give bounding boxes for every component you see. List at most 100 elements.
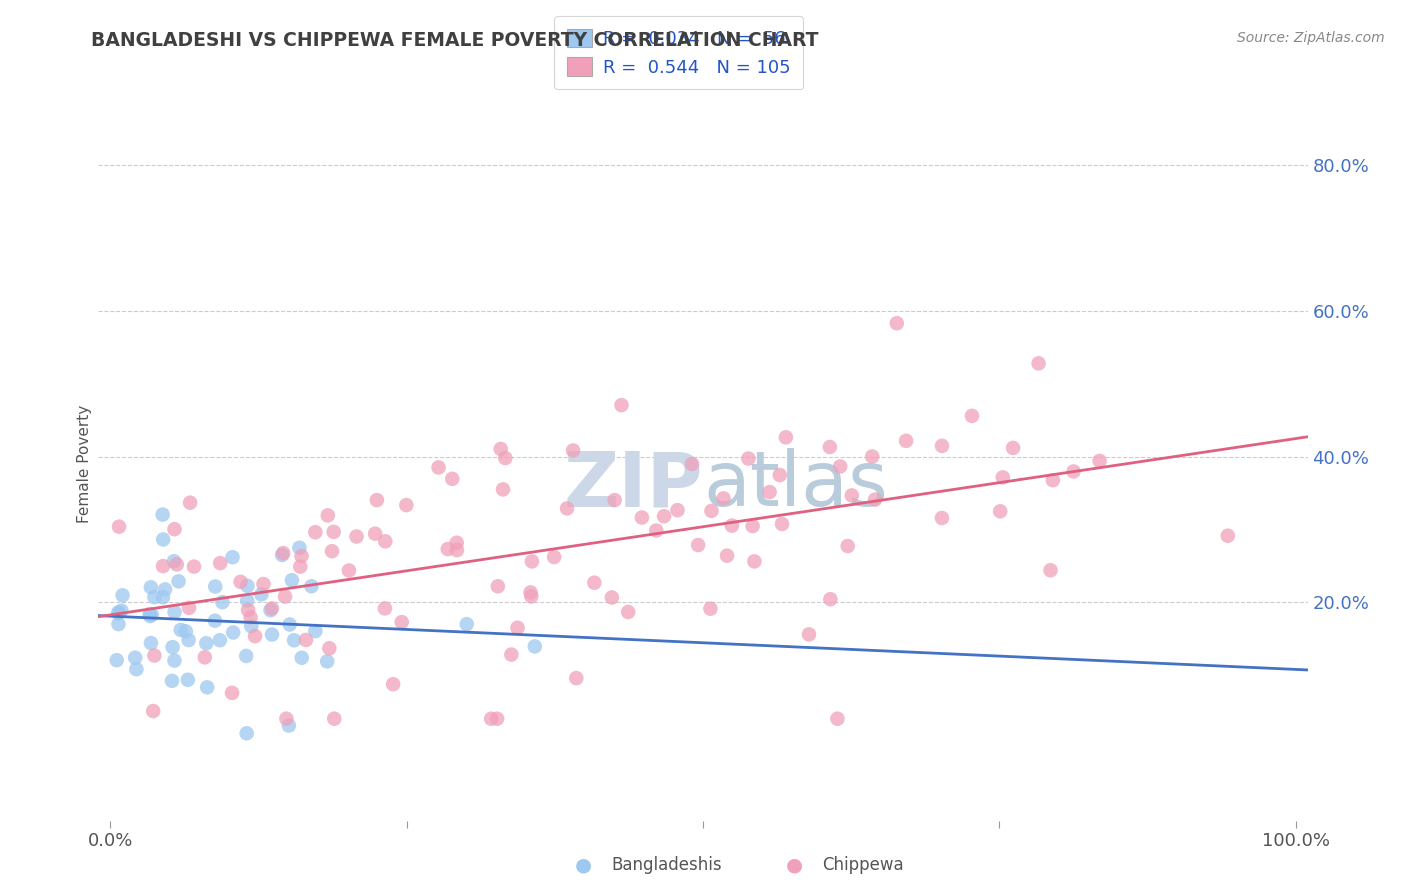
Point	[243, 629, 266, 643]
Point	[382, 677, 405, 691]
Text: Chippewa: Chippewa	[823, 856, 904, 874]
Point	[152, 508, 174, 522]
Point	[603, 493, 626, 508]
Point	[395, 498, 418, 512]
Point	[775, 430, 797, 444]
Point	[479, 712, 502, 726]
Point	[818, 440, 841, 454]
Point	[456, 617, 478, 632]
Point	[562, 443, 585, 458]
Point	[139, 636, 162, 650]
Point	[716, 549, 738, 563]
Point	[271, 548, 294, 562]
Point	[252, 577, 274, 591]
Point	[235, 648, 257, 663]
Point	[208, 633, 231, 648]
Point	[259, 603, 281, 617]
Point	[105, 653, 128, 667]
Point	[209, 556, 232, 570]
Point	[107, 617, 129, 632]
Point	[274, 590, 297, 604]
Point	[797, 627, 820, 641]
Point	[288, 541, 311, 555]
Point	[163, 654, 186, 668]
Point	[299, 579, 322, 593]
Text: ●: ●	[575, 855, 592, 875]
Point	[494, 451, 516, 466]
Point	[721, 518, 744, 533]
Point	[886, 316, 908, 330]
Point	[960, 409, 983, 423]
Point	[290, 559, 312, 574]
Y-axis label: Female Poverty: Female Poverty	[77, 405, 91, 523]
Point	[222, 625, 245, 640]
Point	[492, 483, 515, 497]
Point	[1039, 563, 1062, 577]
Point	[519, 585, 541, 599]
Point	[700, 504, 723, 518]
Point	[152, 559, 174, 574]
Point	[194, 650, 217, 665]
Point	[240, 619, 263, 633]
Point	[837, 539, 859, 553]
Point	[162, 640, 184, 654]
Point	[894, 434, 917, 448]
Point	[652, 509, 675, 524]
Point	[291, 650, 314, 665]
Point	[600, 591, 623, 605]
Point	[283, 633, 305, 648]
Point	[107, 606, 129, 620]
Point	[163, 554, 186, 568]
Point	[1002, 441, 1025, 455]
Point	[1063, 465, 1085, 479]
Point	[486, 579, 509, 593]
Point	[163, 522, 186, 536]
Point	[177, 673, 200, 687]
Point	[699, 601, 721, 615]
Point	[290, 549, 312, 563]
Point	[139, 609, 162, 624]
Point	[523, 640, 546, 654]
Point	[177, 633, 200, 648]
Point	[830, 459, 852, 474]
Point	[236, 579, 259, 593]
Point	[138, 607, 160, 621]
Text: Source: ZipAtlas.com: Source: ZipAtlas.com	[1237, 31, 1385, 45]
Point	[931, 439, 953, 453]
Point	[769, 468, 792, 483]
Point	[321, 544, 343, 558]
Point	[931, 511, 953, 525]
Text: Bangladeshis: Bangladeshis	[612, 856, 723, 874]
Point	[163, 605, 186, 619]
Point	[143, 590, 166, 604]
Point	[506, 621, 529, 635]
Point	[125, 662, 148, 676]
Point	[139, 580, 162, 594]
Point	[841, 488, 863, 502]
Point	[391, 615, 413, 629]
Point	[1042, 473, 1064, 487]
Point	[277, 718, 299, 732]
Point	[229, 574, 252, 589]
Point	[236, 603, 259, 617]
Point	[153, 582, 176, 597]
Point	[770, 516, 793, 531]
Point	[195, 636, 218, 650]
Point	[143, 648, 166, 663]
Point	[520, 590, 543, 604]
Point	[758, 485, 780, 500]
Point	[170, 623, 193, 637]
Point	[235, 726, 257, 740]
Point	[555, 501, 578, 516]
Point	[346, 529, 368, 543]
Point	[316, 654, 339, 668]
Point	[820, 592, 842, 607]
Point	[364, 526, 387, 541]
Point	[520, 554, 543, 568]
Point	[713, 491, 735, 506]
Point	[174, 624, 197, 639]
Point	[991, 470, 1014, 484]
Point	[111, 588, 134, 602]
Point	[166, 558, 188, 572]
Point	[110, 604, 132, 618]
